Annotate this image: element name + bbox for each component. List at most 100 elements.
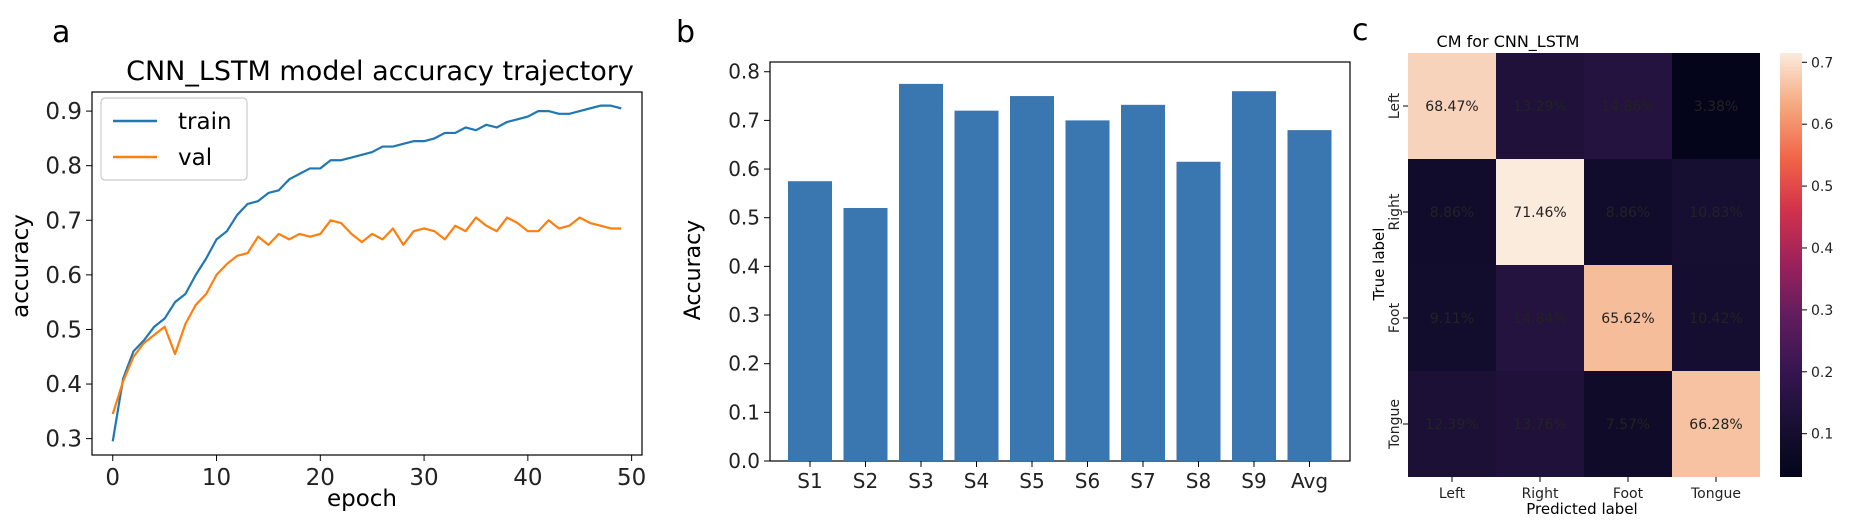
y-tick-label: 0.8 [728, 60, 760, 84]
heatmap-cell [1584, 265, 1672, 371]
bar-S5 [1010, 96, 1054, 461]
heatmap-cell [1672, 53, 1760, 159]
heatmap-title: CM for CNN_LSTM [1437, 32, 1580, 52]
legend-val-label: val [178, 145, 212, 171]
line-chart-legend: train val [100, 97, 248, 181]
bar-chart-frame [769, 61, 1351, 462]
y-tick-label: 0.1 [728, 400, 760, 424]
x-tick-label: Tongue [1690, 486, 1741, 502]
heatmap-cell [1408, 159, 1496, 265]
x-tick-label: S8 [1186, 469, 1211, 493]
x-tick-label: S3 [908, 469, 933, 493]
x-tick-label: 50 [617, 465, 646, 491]
series-line-val [111, 216, 622, 415]
heatmap-cell-label: 12.39% [1425, 417, 1478, 433]
x-tick-label: Left [1439, 486, 1466, 502]
heatmap-cell-label: 10.83% [1689, 205, 1742, 221]
y-tick-label: 0.4 [45, 372, 82, 398]
line-chart-panel: CNN_LSTM model accuracy trajectory accur… [8, 56, 646, 512]
heatmap-cell-label: 14.86% [1601, 99, 1654, 115]
heatmap-cell [1672, 371, 1760, 477]
colorbar-tick-label: 0.4 [1811, 241, 1833, 257]
legend-train-label: train [178, 109, 232, 135]
line-chart-title: CNN_LSTM model accuracy trajectory [126, 56, 634, 87]
colorbar-tick-label: 0.2 [1811, 365, 1833, 381]
y-tick-label: 0.5 [45, 317, 82, 343]
y-tick-label: 0.5 [728, 206, 760, 230]
y-tick-label: 0.6 [728, 157, 760, 181]
heatmap-cell [1672, 265, 1760, 371]
y-tick-label: Tongue [1387, 399, 1403, 450]
x-tick-label: S1 [797, 469, 822, 493]
colorbar [1780, 53, 1802, 477]
heatmap-cell-label: 71.46% [1513, 205, 1566, 221]
heatmap-cell [1584, 371, 1672, 477]
y-tick-label: 0.4 [728, 254, 760, 278]
x-tick-label: S6 [1075, 469, 1100, 493]
bar-S9 [1232, 91, 1276, 461]
colorbar-tick-label: 0.3 [1811, 303, 1833, 319]
colorbar-tick-label: 0.5 [1811, 179, 1833, 195]
y-tick-label: 0.0 [728, 449, 760, 473]
x-tick-label: 40 [513, 465, 542, 491]
x-tick-label: S9 [1241, 469, 1266, 493]
heatmap-cell [1408, 265, 1496, 371]
heatmap-cell-label: 13.76% [1513, 417, 1566, 433]
heatmap-cell [1408, 53, 1496, 159]
heatmap-cell [1584, 53, 1672, 159]
colorbar-tick-label: 0.7 [1811, 55, 1833, 71]
x-tick-label: S5 [1019, 469, 1044, 493]
bar-S1 [788, 181, 832, 461]
y-tick-label: 0.8 [45, 154, 82, 180]
bar-chart-ylabel: Accuracy [681, 220, 706, 320]
heatmap-cell [1496, 265, 1584, 371]
heatmap-cell-label: 68.47% [1425, 99, 1478, 115]
y-tick-label: 0.6 [45, 263, 82, 289]
bar-S7 [1121, 104, 1165, 461]
y-tick-label: Left [1387, 92, 1403, 119]
heatmap-cell-label: 3.38% [1694, 99, 1738, 115]
panel-letter-c: c [1352, 13, 1369, 48]
heatmap-xlabel: Predicted label [1526, 500, 1637, 518]
bar-S6 [1065, 120, 1110, 461]
heatmap-cell [1672, 159, 1760, 265]
x-tick-label: 20 [306, 465, 335, 491]
heatmap-cell-label: 9.11% [1430, 311, 1474, 327]
y-tick-label: Right [1387, 193, 1403, 230]
heatmap-cell [1584, 159, 1672, 265]
line-chart-ylabel: accuracy [8, 214, 34, 318]
x-tick-label: Right [1522, 486, 1559, 502]
x-tick-label: Foot [1613, 486, 1644, 502]
heatmap-cell [1496, 159, 1584, 265]
x-tick-label: S2 [853, 469, 878, 493]
y-tick-label: 0.3 [728, 303, 760, 327]
colorbar-tick-label: 0.6 [1811, 117, 1833, 133]
y-tick-label: 0.3 [45, 427, 82, 453]
x-tick-label: S7 [1130, 469, 1155, 493]
y-tick-label: Foot [1387, 302, 1403, 333]
colorbar-tick-label: 0.1 [1811, 427, 1833, 443]
x-tick-label: S4 [964, 469, 989, 493]
heatmap-cell-label: 13.29% [1513, 99, 1566, 115]
heatmap-cell-label: 10.42% [1689, 311, 1742, 327]
x-tick-label: 0 [105, 465, 120, 491]
x-tick-label: Avg [1291, 469, 1328, 493]
heatmap-cell-label: 14.84% [1513, 311, 1566, 327]
legend-box [100, 97, 248, 181]
bar-S2 [843, 207, 888, 461]
panel-letter-a: a [52, 15, 70, 50]
y-tick-label: 0.7 [728, 108, 760, 132]
line-chart-frame [91, 91, 643, 456]
series-line-train [111, 104, 622, 442]
panel-letter-b: b [676, 15, 695, 50]
bar-S8 [1176, 161, 1221, 461]
confusion-matrix-panel: CM for CNN_LSTM Predicted label True lab… [1370, 32, 1833, 518]
x-tick-label: 10 [202, 465, 231, 491]
heatmap-cell-label: 65.62% [1601, 311, 1654, 327]
y-tick-label: 0.7 [45, 208, 82, 234]
heatmap-cell-label: 7.57% [1606, 417, 1650, 433]
bar-chart-panel: Accuracy 0.0 0.1 0.2 0.3 0.4 0.5 0.6 0.7 0.8 S1 S2… [681, 60, 1351, 493]
heatmap-cell-label: 8.86% [1430, 205, 1474, 221]
heatmap-cell [1496, 371, 1584, 477]
